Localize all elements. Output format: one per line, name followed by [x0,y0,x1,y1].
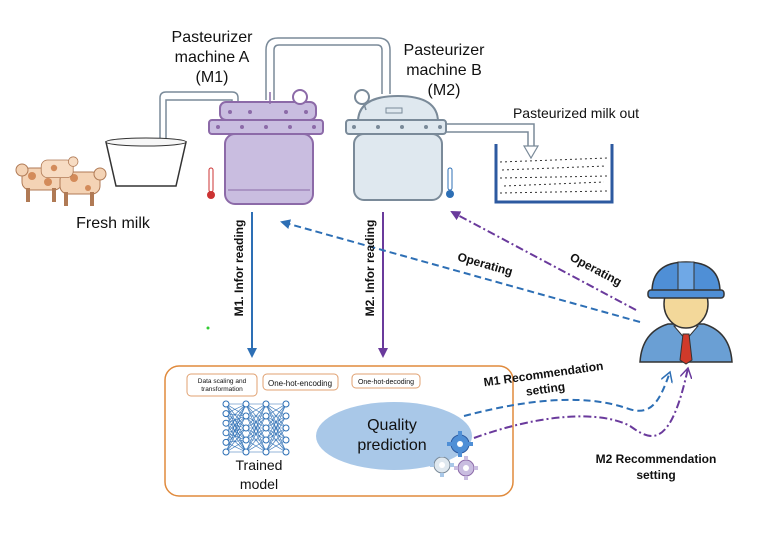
nn-edge [225,403,247,417]
operating-arrow-m1 [280,219,641,323]
machine-b-label-3: (M2) [428,82,461,99]
nn-edge [225,403,247,414]
pipes [159,37,535,148]
machine-a-label-2: machine A [175,49,250,66]
nn-node [262,448,270,456]
nn-edge [225,403,247,453]
nn-edge [225,403,247,433]
step-scaling-box [186,373,258,397]
milk-bowl-icon [105,137,187,187]
machine-b [345,89,447,201]
fresh-milk-label: Fresh milk [76,215,151,232]
machine-b-label-1: Pasteurizer [404,42,486,59]
nn-edge [225,403,247,424]
nn-node [242,412,250,420]
nn-node [282,436,290,444]
nn-edge [265,403,287,441]
m2-recommendation-arrow [473,368,688,439]
quality-prediction-label-1: Quality [367,417,417,434]
machine-a [208,89,324,205]
gears-icon [430,431,478,480]
nn-edge [225,422,247,441]
nn-edge [225,415,247,453]
outflow-arrow-head [522,145,540,160]
cow-icon [15,156,107,206]
machine-a-label-1: Pasteurizer [172,29,254,46]
nn-node [242,436,250,444]
nn-edge [265,415,287,453]
nn-node [262,424,270,432]
m1-recommendation-arrow [463,372,670,417]
nn-edge [245,415,267,453]
nn-edge [245,403,267,417]
nn-node [222,419,230,427]
nn-node [262,400,270,408]
nn-node [242,400,250,408]
nn-edge [225,439,247,453]
nn-node [222,438,230,446]
operating-label-m1: Operating [456,250,514,279]
operating-label-m2: Operating [568,250,625,289]
nn-edge [245,403,267,441]
nn-edge [225,415,247,434]
neural-network-nodes [222,400,290,456]
m1-reading-label: M1. Infor reading [232,220,246,317]
step-encoding-label: One-hot-encoding [268,379,332,388]
step-encoding-box [262,373,339,391]
step-decoding-label: One-hot-decoding [358,379,414,386]
nn-edge [225,427,247,453]
m2-recommendation-label-2: setting [636,468,675,482]
nn-node [242,448,250,456]
nn-node [222,448,230,456]
engineer-icon [639,261,733,365]
nn-edge [225,415,247,424]
nn-edge [225,403,247,429]
nn-edge [265,427,287,453]
nn-node [222,410,230,418]
trained-model-label-2: model [240,476,278,492]
thermometer-icon [446,167,454,198]
machine-b-label-2: machine B [406,62,482,79]
quality-prediction-label-2: prediction [357,437,426,454]
nn-node [282,412,290,420]
machine-a-label-3: (M1) [196,69,229,86]
nn-node [282,448,290,456]
nn-edge [225,415,247,443]
m2-recommendation-label-1: M2 Recommendation [596,452,717,466]
nn-edge [245,403,267,453]
nn-edge [225,413,247,429]
nn-edge [265,403,287,453]
stray-dot [206,326,210,330]
nn-edge [225,413,247,441]
nn-edge [225,403,247,443]
trained-model-label-1: Trained [236,457,283,473]
milk-tank-icon [494,144,614,204]
operating-arrow-m2 [450,211,637,311]
nn-node [262,412,270,420]
nn-edge [245,439,267,453]
nn-edge [265,403,287,417]
nn-edge [245,427,267,453]
m1-recommendation-label-2: setting [525,379,566,398]
nn-node [222,400,230,408]
step-scaling-label-2: transformation [201,386,243,393]
nn-node [282,424,290,432]
step-scaling-label-1: Data scaling and [198,378,247,385]
nn-edge [245,403,267,429]
nn-node [222,429,230,437]
thermometer-icon [207,167,215,199]
m2-reading-label: M2. Infor reading [363,220,377,317]
nn-node [262,436,270,444]
nn-edge [225,432,247,441]
quality-prediction-ellipse [316,402,472,470]
nn-node [282,400,290,408]
nn-edge [265,403,287,429]
step-decoding-box [351,373,421,389]
nn-edge [225,403,247,441]
nn-edge [265,439,287,453]
pasteurized-out-label: Pasteurized milk out [513,105,639,121]
nn-edge [225,427,247,443]
nn-node [242,424,250,432]
